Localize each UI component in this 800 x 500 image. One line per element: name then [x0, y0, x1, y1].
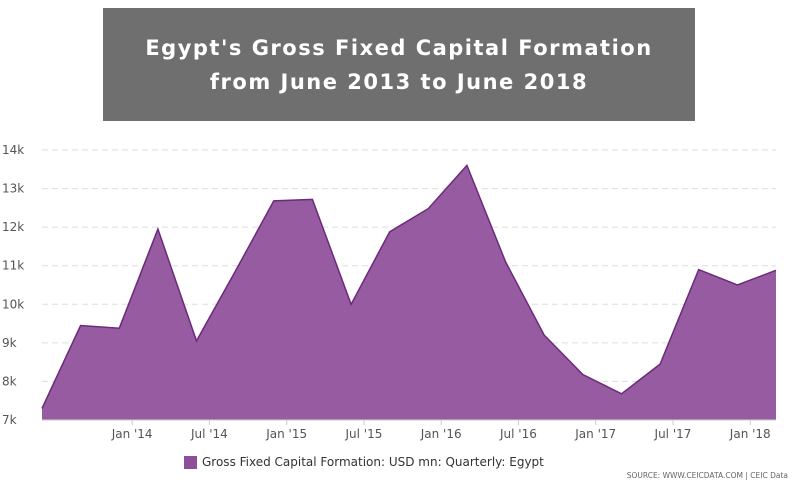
source-credit: SOURCE: WWW.CEICDATA.COM | CEIC Data	[626, 471, 788, 480]
x-tick-label: Jul '16	[499, 427, 537, 441]
y-tick-label: 11k	[2, 259, 24, 273]
chart-title-line-2: from June 2013 to June 2018	[209, 69, 589, 94]
x-tick-label: Jan '17	[574, 427, 616, 441]
legend[interactable]: Gross Fixed Capital Formation: USD mn: Q…	[184, 455, 544, 469]
legend-label: Gross Fixed Capital Formation: USD mn: Q…	[202, 455, 544, 469]
y-tick-label: 14k	[2, 143, 24, 157]
y-tick-label: 7k	[2, 413, 17, 427]
x-tick-label: Jul '14	[190, 427, 228, 441]
y-tick-label: 9k	[2, 336, 17, 350]
x-tick-label: Jul '15	[344, 427, 382, 441]
x-tick-label: Jan '16	[420, 427, 462, 441]
area-fill	[42, 165, 776, 420]
x-tick-label: Jul '17	[654, 427, 692, 441]
title-box: Egypt's Gross Fixed Capital Formation fr…	[103, 8, 695, 121]
legend-swatch	[184, 455, 197, 469]
x-tick-label: Jan '14	[111, 427, 153, 441]
area-line	[41, 163, 777, 409]
x-tick-label: Jan '15	[265, 427, 307, 441]
y-tick-label: 12k	[2, 220, 24, 234]
y-tick-label: 8k	[2, 374, 17, 388]
chart-title-line-1: Egypt's Gross Fixed Capital Formation	[145, 35, 653, 60]
y-tick-label: 13k	[2, 182, 24, 196]
y-tick-label: 10k	[2, 297, 24, 311]
x-tick-label: Jan '18	[729, 427, 771, 441]
